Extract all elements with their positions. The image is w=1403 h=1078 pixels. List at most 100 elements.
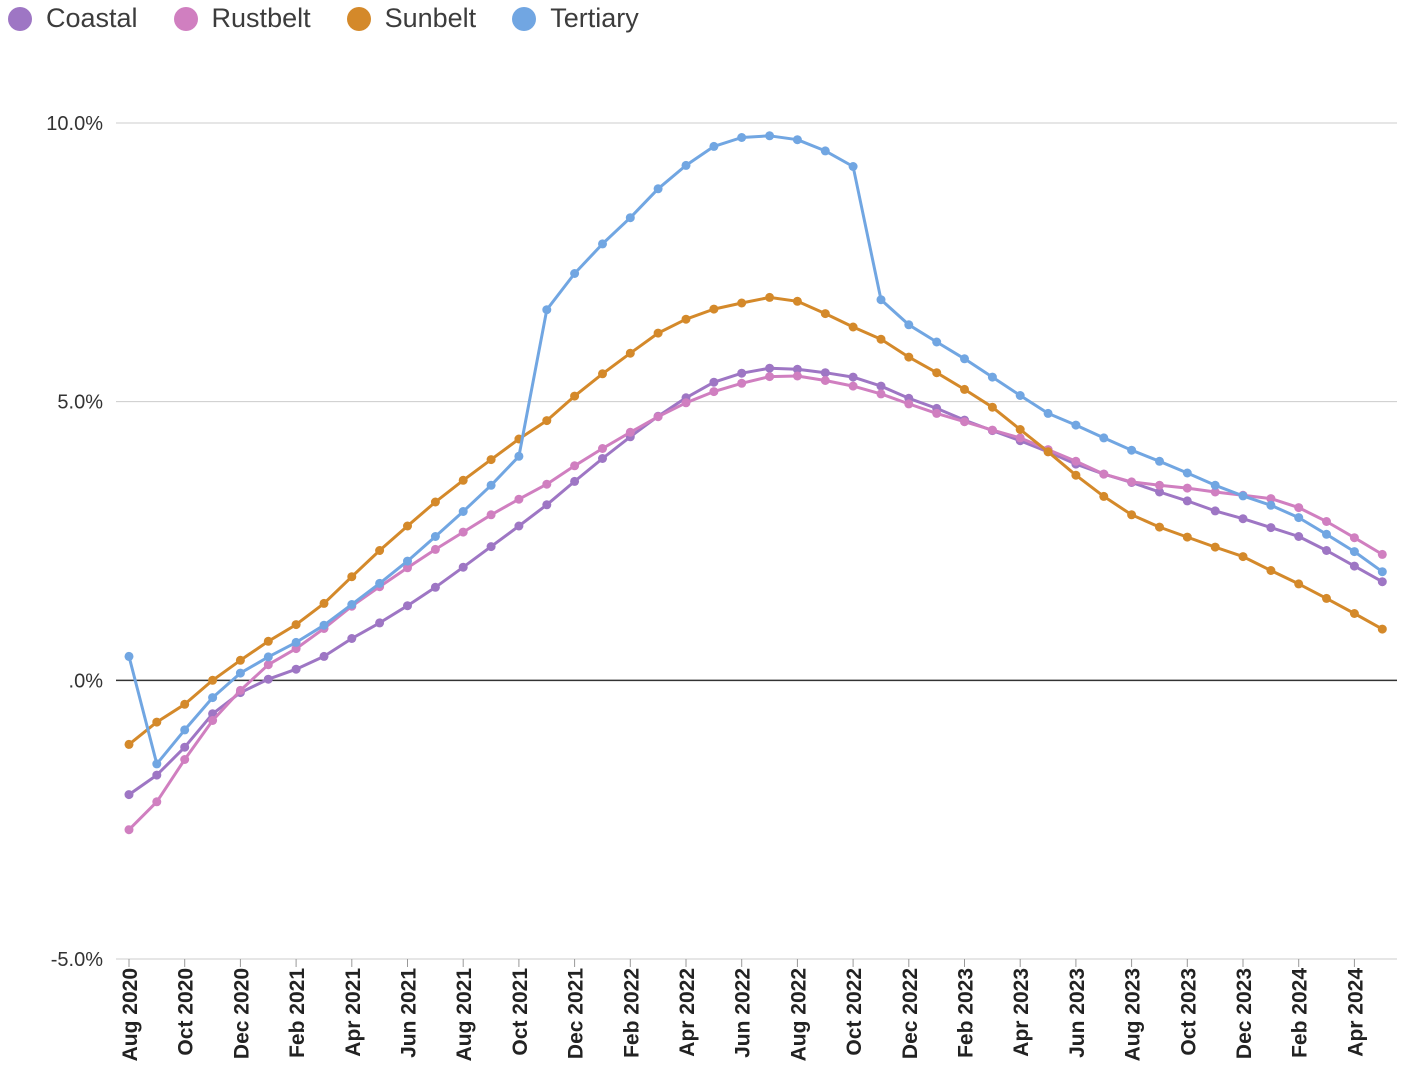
- data-point-rustbelt: [1127, 477, 1137, 487]
- data-point-coastal: [1182, 496, 1192, 506]
- data-point-coastal: [124, 790, 134, 800]
- data-point-rustbelt: [904, 399, 914, 409]
- gridlines: [116, 122, 1397, 960]
- data-point-sunbelt: [1294, 579, 1304, 589]
- data-point-sunbelt: [403, 521, 412, 531]
- x-tick-label: Feb 2022: [620, 968, 643, 1058]
- data-point-sunbelt: [486, 455, 496, 465]
- data-point-coastal: [152, 770, 162, 780]
- data-point-coastal: [1155, 487, 1164, 497]
- x-tick-label: Jun 2021: [398, 968, 421, 1058]
- data-point-sunbelt: [1349, 609, 1359, 618]
- data-point-rustbelt: [987, 425, 997, 435]
- data-point-rustbelt: [1155, 480, 1164, 490]
- data-point-tertiary: [876, 295, 886, 305]
- data-point-coastal: [792, 364, 802, 374]
- data-point-tertiary: [1377, 567, 1387, 577]
- x-tick-label: Aug 2022: [787, 968, 810, 1061]
- data-point-sunbelt: [458, 475, 468, 485]
- data-point-rustbelt: [1071, 456, 1081, 466]
- data-point-tertiary: [1238, 491, 1248, 501]
- data-point-tertiary: [403, 556, 412, 566]
- data-point-rustbelt: [960, 417, 969, 427]
- data-point-rustbelt: [291, 644, 301, 654]
- legend-item-tertiary: Tertiary: [512, 3, 639, 34]
- data-point-sunbelt: [124, 739, 134, 749]
- data-point-rustbelt: [486, 510, 496, 520]
- data-point-tertiary: [709, 141, 719, 151]
- data-point-sunbelt: [960, 384, 969, 394]
- data-point-rustbelt: [681, 398, 691, 408]
- x-tick-label: Feb 2023: [955, 968, 978, 1058]
- data-point-sunbelt: [291, 620, 301, 630]
- data-point-rustbelt: [208, 716, 218, 725]
- data-point-tertiary: [820, 146, 830, 156]
- data-point-coastal: [180, 742, 190, 752]
- data-point-tertiary: [765, 131, 775, 141]
- data-point-rustbelt: [1210, 487, 1220, 497]
- data-point-coastal: [514, 521, 524, 531]
- data-point-sunbelt: [1377, 624, 1387, 634]
- data-point-rustbelt: [1294, 503, 1304, 513]
- data-point-tertiary: [486, 480, 496, 490]
- data-point-rustbelt: [876, 389, 886, 399]
- data-point-rustbelt: [1015, 433, 1025, 443]
- data-point-coastal: [709, 377, 719, 387]
- data-point-tertiary: [932, 337, 942, 347]
- data-point-rustbelt: [653, 412, 663, 422]
- data-point-tertiary: [319, 620, 329, 630]
- data-point-tertiary: [347, 600, 357, 609]
- data-point-rustbelt: [820, 376, 830, 385]
- data-point-rustbelt: [180, 755, 190, 764]
- x-tick-label: Jun 2022: [732, 968, 755, 1058]
- data-point-tertiary: [458, 507, 468, 516]
- x-tick-label: Apr 2024: [1344, 968, 1367, 1057]
- data-point-sunbelt: [263, 636, 273, 646]
- data-point-rustbelt: [1099, 469, 1109, 479]
- data-point-sunbelt: [1322, 593, 1331, 603]
- axes: [116, 679, 1397, 967]
- data-point-tertiary: [1155, 456, 1164, 466]
- data-point-coastal: [1210, 506, 1220, 516]
- data-point-tertiary: [737, 133, 747, 142]
- data-point-sunbelt: [1266, 566, 1276, 575]
- x-tick-label: Oct 2022: [843, 968, 866, 1056]
- data-point-sunbelt: [625, 348, 635, 358]
- data-point-tertiary: [904, 320, 914, 330]
- data-point-sunbelt: [1127, 510, 1137, 520]
- data-point-tertiary: [987, 372, 997, 382]
- data-point-coastal: [570, 476, 580, 486]
- data-point-rustbelt: [625, 427, 635, 437]
- y-tick-label: 10.0%: [46, 113, 103, 135]
- data-point-rustbelt: [235, 685, 245, 695]
- data-point-tertiary: [180, 725, 190, 735]
- y-tick-label: .0%: [69, 670, 104, 692]
- data-point-coastal: [1322, 546, 1331, 555]
- data-point-coastal: [347, 634, 357, 643]
- data-point-coastal: [598, 454, 607, 463]
- chart-legend: Coastal Rustbelt Sunbelt Tertiary: [8, 3, 675, 34]
- series-coastal: [124, 363, 1387, 800]
- data-point-coastal: [820, 368, 830, 378]
- legend-item-sunbelt: Sunbelt: [346, 3, 476, 34]
- data-point-sunbelt: [1210, 542, 1220, 552]
- data-point-tertiary: [848, 162, 858, 171]
- data-point-tertiary: [960, 354, 969, 364]
- legend-item-rustbelt: Rustbelt: [173, 3, 311, 34]
- data-point-tertiary: [1322, 529, 1331, 539]
- data-point-coastal: [375, 618, 385, 628]
- data-point-rustbelt: [765, 372, 775, 382]
- x-tick-label: Aug 2020: [119, 968, 142, 1061]
- x-tick-label: Jun 2023: [1066, 968, 1089, 1058]
- data-point-rustbelt: [1182, 483, 1192, 493]
- x-tick-label: Apr 2021: [342, 968, 365, 1057]
- x-tick-label: Dec 2021: [565, 968, 588, 1059]
- series-rustbelt: [124, 371, 1387, 835]
- data-point-tertiary: [1182, 468, 1192, 478]
- x-tick-label: Oct 2021: [509, 968, 532, 1056]
- data-point-sunbelt: [820, 309, 830, 319]
- data-point-tertiary: [1099, 433, 1109, 443]
- data-point-tertiary: [1071, 420, 1081, 430]
- data-point-tertiary: [681, 160, 691, 170]
